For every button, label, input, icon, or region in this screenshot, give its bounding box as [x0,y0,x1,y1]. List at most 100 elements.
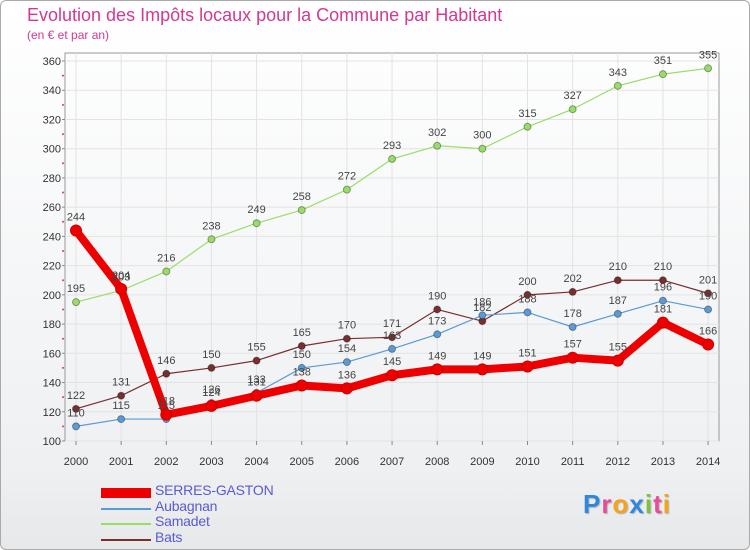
data-point [340,382,353,395]
data-point [207,363,216,372]
y-tick-label: 100 [43,436,61,448]
x-tick-label: 2009 [470,456,494,468]
data-label: 300 [473,130,491,142]
data-point [568,323,577,331]
data-label: 190 [428,290,446,302]
data-point [342,334,351,343]
data-label: 293 [383,140,401,152]
data-point [252,356,261,365]
legend-label: Aubagnan [155,497,218,514]
data-point [658,276,667,285]
data-point [117,391,126,400]
y-tick-label: 140 [43,378,61,390]
data-label: 166 [699,326,717,338]
data-label: 155 [247,342,265,354]
data-label: 150 [202,349,220,361]
data-point [72,422,80,431]
x-tick-label: 2010 [515,456,539,468]
data-label: 173 [428,315,446,327]
data-point [115,283,128,295]
y-minor-tick [62,396,64,399]
data-label: 216 [157,252,175,264]
data-label: 155 [609,342,627,354]
y-tick-label: 160 [43,348,61,360]
data-point [658,296,667,305]
data-point [162,267,171,276]
data-label: 258 [293,191,311,203]
legend-swatch [101,488,151,498]
y-tick-label: 340 [43,85,61,97]
y-tick-label: 240 [43,231,61,243]
data-point [478,144,487,153]
data-point [342,185,351,194]
data-label: 210 [654,261,672,273]
x-tick-label: 2008 [425,456,449,468]
data-point [72,404,80,413]
data-label: 115 [112,400,130,412]
data-label: 163 [383,330,401,342]
x-tick-label: 2000 [64,456,88,468]
data-point [704,289,713,298]
data-label: 351 [654,55,672,67]
data-label: 124 [202,387,220,399]
data-label: 110 [67,407,85,419]
data-point [521,360,534,373]
data-label: 200 [518,276,536,288]
legend-swatch [101,538,151,541]
data-label: 149 [428,350,446,362]
data-point [295,379,308,392]
data-label: 190 [699,290,717,302]
legend-swatch [101,523,151,525]
logo-letter: x [629,489,645,519]
legend-label: SERRES-GASTON [155,482,274,498]
data-point [160,408,173,421]
logo-letter: P [583,489,602,519]
logo-letter: o [612,489,630,519]
data-point [523,122,532,131]
data-point [297,363,306,372]
data-point [568,287,577,296]
y-tick-label: 220 [43,261,61,273]
data-point [658,70,667,79]
x-tick-label: 2004 [244,456,268,468]
data-point [656,316,669,329]
data-label: 210 [609,261,627,273]
data-point [476,363,489,376]
data-label: 196 [654,282,672,294]
data-label: 131 [247,377,265,389]
data-label: 195 [67,283,85,295]
data-label: 154 [338,343,356,355]
data-label: 165 [293,327,311,339]
data-point [388,333,397,342]
data-label: 188 [518,293,536,305]
data-point [250,389,263,402]
data-point [478,311,487,320]
y-minor-tick [62,337,64,340]
y-tick-label: 120 [43,407,61,419]
data-point [611,354,624,367]
y-tick-label: 320 [43,114,61,126]
data-point [566,351,579,364]
data-point [388,154,397,163]
data-point [162,369,171,378]
data-label: 149 [473,350,491,362]
data-point [297,206,306,215]
data-label: 170 [338,320,356,332]
data-label: 181 [654,304,672,316]
x-tick-label: 2002 [154,456,178,468]
legend-label: Samadet [155,513,210,529]
chart-title: Evolution des Impôts locaux pour la Comm… [27,5,503,25]
data-label: 302 [428,127,446,139]
data-label: 150 [293,349,311,361]
data-point [568,105,577,114]
data-label: 122 [67,390,85,402]
y-minor-tick [62,191,64,194]
y-minor-tick [62,103,64,106]
x-tick-label: 2006 [335,456,359,468]
logo-letter: r [601,489,613,519]
data-label: 186 [473,296,491,308]
data-point [207,235,216,244]
data-label: 178 [563,308,581,320]
data-label: 327 [563,90,581,102]
data-point [704,64,713,73]
